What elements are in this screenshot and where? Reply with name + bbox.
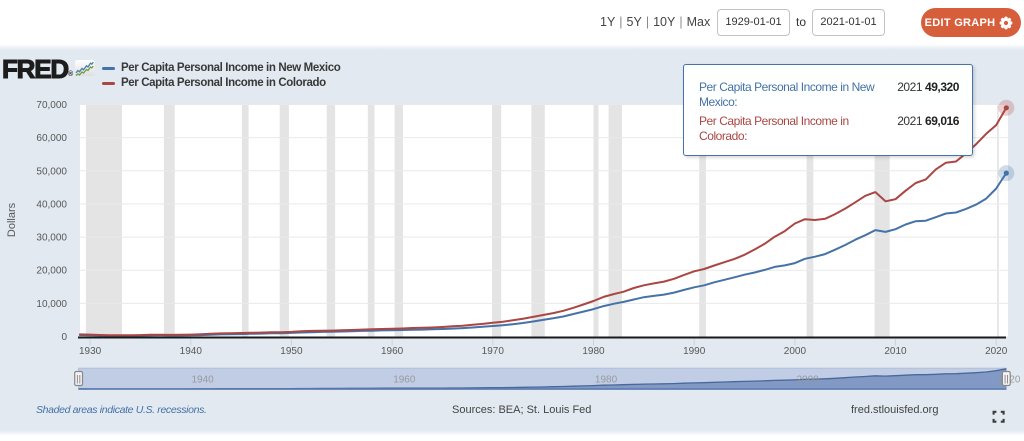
svg-text:1980: 1980 <box>595 375 618 386</box>
svg-text:50,000: 50,000 <box>36 166 67 177</box>
svg-text:1990: 1990 <box>683 346 706 357</box>
svg-text:20,000: 20,000 <box>36 266 67 277</box>
svg-text:1930: 1930 <box>79 346 102 357</box>
svg-text:Dollars: Dollars <box>6 202 18 237</box>
svg-text:10,000: 10,000 <box>36 299 67 310</box>
svg-text:60,000: 60,000 <box>36 133 67 144</box>
svg-text:70,000: 70,000 <box>36 100 67 111</box>
svg-text:30,000: 30,000 <box>36 233 67 244</box>
svg-text:0: 0 <box>61 332 67 343</box>
svg-text:2000: 2000 <box>784 346 807 357</box>
svg-text:1950: 1950 <box>280 346 303 357</box>
svg-text:1960: 1960 <box>381 346 404 357</box>
svg-text:1980: 1980 <box>582 346 605 357</box>
svg-text:2000: 2000 <box>797 375 820 386</box>
svg-text:1940: 1940 <box>192 375 215 386</box>
svg-text:40,000: 40,000 <box>36 199 67 210</box>
svg-text:1970: 1970 <box>482 346 505 357</box>
svg-text:1940: 1940 <box>180 346 203 357</box>
svg-text:2010: 2010 <box>884 346 907 357</box>
svg-text:1960: 1960 <box>393 375 416 386</box>
svg-text:2020: 2020 <box>985 346 1008 357</box>
